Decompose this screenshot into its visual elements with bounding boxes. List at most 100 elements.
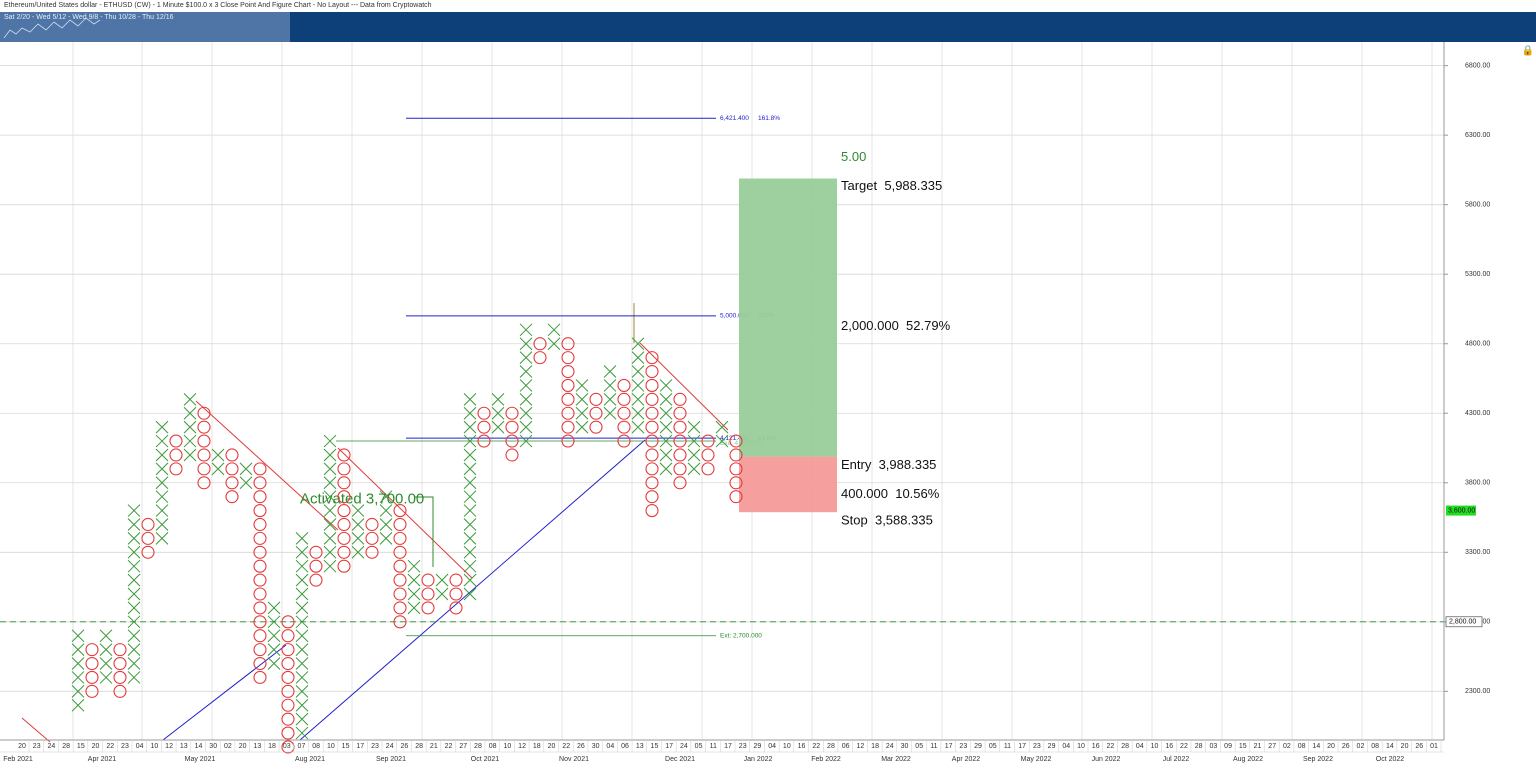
x-tick-label: 08 bbox=[489, 743, 497, 750]
o-box bbox=[225, 448, 239, 462]
x-box bbox=[631, 392, 645, 406]
x-tick-label: 17 bbox=[1018, 743, 1026, 750]
x-tick-label: 15 bbox=[1239, 743, 1247, 750]
o-box bbox=[281, 684, 295, 698]
o-column bbox=[701, 434, 715, 476]
x-box bbox=[323, 532, 337, 545]
x-column bbox=[547, 323, 561, 351]
o-box bbox=[113, 656, 127, 671]
x-box bbox=[603, 379, 617, 392]
o-box bbox=[169, 462, 183, 476]
o-column bbox=[141, 517, 155, 559]
x-tick-label: 12 bbox=[165, 743, 173, 750]
o-column bbox=[533, 337, 547, 365]
x-box bbox=[463, 504, 477, 517]
o-box bbox=[225, 476, 239, 490]
x-box bbox=[575, 379, 589, 392]
navigator-label: Sat 2/20 - Wed 5/12 - Wed 9/8 - Thu 10/2… bbox=[4, 14, 174, 21]
o-box bbox=[421, 573, 435, 587]
x-column bbox=[631, 337, 645, 434]
x-box bbox=[295, 629, 309, 643]
x-box bbox=[127, 559, 141, 573]
trend-line bbox=[299, 439, 646, 741]
x-box bbox=[435, 573, 449, 587]
x-tick-label: 02 bbox=[224, 743, 232, 750]
x-box bbox=[575, 392, 589, 406]
x-box bbox=[687, 462, 701, 476]
x-tick-label: 24 bbox=[386, 743, 394, 750]
o-box bbox=[337, 504, 351, 518]
o-box bbox=[673, 392, 687, 406]
x-tick-label: 17 bbox=[356, 743, 364, 750]
x-tick-label: 02 bbox=[1357, 743, 1365, 750]
o-box bbox=[505, 434, 519, 448]
lock-button[interactable] bbox=[1521, 44, 1535, 58]
x-box bbox=[267, 657, 281, 670]
x-box bbox=[519, 420, 533, 434]
x-box bbox=[407, 559, 421, 573]
o-box bbox=[617, 434, 631, 448]
x-box bbox=[519, 323, 533, 337]
y-tick-label: 4300.00 bbox=[1465, 410, 1490, 417]
navigator-window[interactable] bbox=[0, 12, 290, 42]
x-tick-label: 30 bbox=[901, 743, 909, 750]
x-tick-label: 11 bbox=[1004, 743, 1011, 750]
o-box bbox=[253, 670, 267, 684]
x-tick-label: 10 bbox=[503, 743, 511, 750]
x-tick-label: 24 bbox=[886, 743, 894, 750]
o-column bbox=[197, 406, 211, 490]
x-box bbox=[267, 643, 281, 656]
x-box bbox=[351, 532, 365, 545]
o-box bbox=[337, 517, 351, 532]
o-box bbox=[673, 476, 687, 490]
price-line-label: 2,800.00 bbox=[1449, 619, 1476, 626]
o-box bbox=[393, 504, 407, 518]
x-box bbox=[687, 420, 701, 434]
x-box bbox=[295, 545, 309, 559]
x-box bbox=[155, 462, 169, 476]
o-column bbox=[449, 573, 463, 615]
x-tick-label: 10 bbox=[1077, 743, 1085, 750]
x-tick-label: 28 bbox=[62, 743, 70, 750]
x-box bbox=[295, 684, 309, 698]
x-box bbox=[323, 490, 337, 504]
fib-label: 6,421.400 bbox=[720, 115, 749, 122]
x-tick-label: 17 bbox=[945, 743, 953, 750]
x-tick-label: 20 bbox=[92, 743, 100, 750]
x-box bbox=[491, 406, 505, 420]
x-tick-label: 03 bbox=[283, 743, 291, 750]
lock-icon[interactable]: 🔒 bbox=[1522, 45, 1534, 57]
o-box bbox=[645, 434, 659, 448]
o-box bbox=[253, 504, 267, 518]
x-box bbox=[267, 629, 281, 643]
o-box bbox=[729, 490, 743, 504]
o-box bbox=[617, 392, 631, 406]
x-box bbox=[267, 601, 281, 615]
x-tick-label: 04 bbox=[136, 743, 144, 750]
o-box bbox=[645, 490, 659, 504]
x-box bbox=[351, 518, 365, 531]
x-column bbox=[155, 420, 169, 545]
x-column bbox=[687, 420, 701, 476]
chart-title: Ethereum/United States dollar - ETHUSD (… bbox=[4, 2, 432, 9]
o-box bbox=[393, 531, 407, 545]
x-tick-label: 10 bbox=[783, 743, 791, 750]
x-tick-label: 07 bbox=[298, 743, 306, 750]
x-box bbox=[491, 392, 505, 406]
x-box bbox=[379, 518, 393, 531]
o-box bbox=[673, 434, 687, 448]
o-box bbox=[281, 656, 295, 671]
x-box bbox=[463, 420, 477, 434]
target-label: Target 5,988.335 bbox=[841, 178, 942, 193]
o-box bbox=[729, 462, 743, 476]
o-box bbox=[337, 545, 351, 559]
o-box bbox=[645, 462, 659, 476]
x-tick-label: 22 bbox=[445, 743, 453, 750]
o-box bbox=[393, 615, 407, 629]
x-month-label: Mar 2022 bbox=[881, 756, 911, 763]
o-box bbox=[253, 531, 267, 545]
x-tick-label: 27 bbox=[459, 743, 467, 750]
x-box bbox=[127, 504, 141, 517]
ratio-label: 5.00 bbox=[841, 149, 866, 164]
